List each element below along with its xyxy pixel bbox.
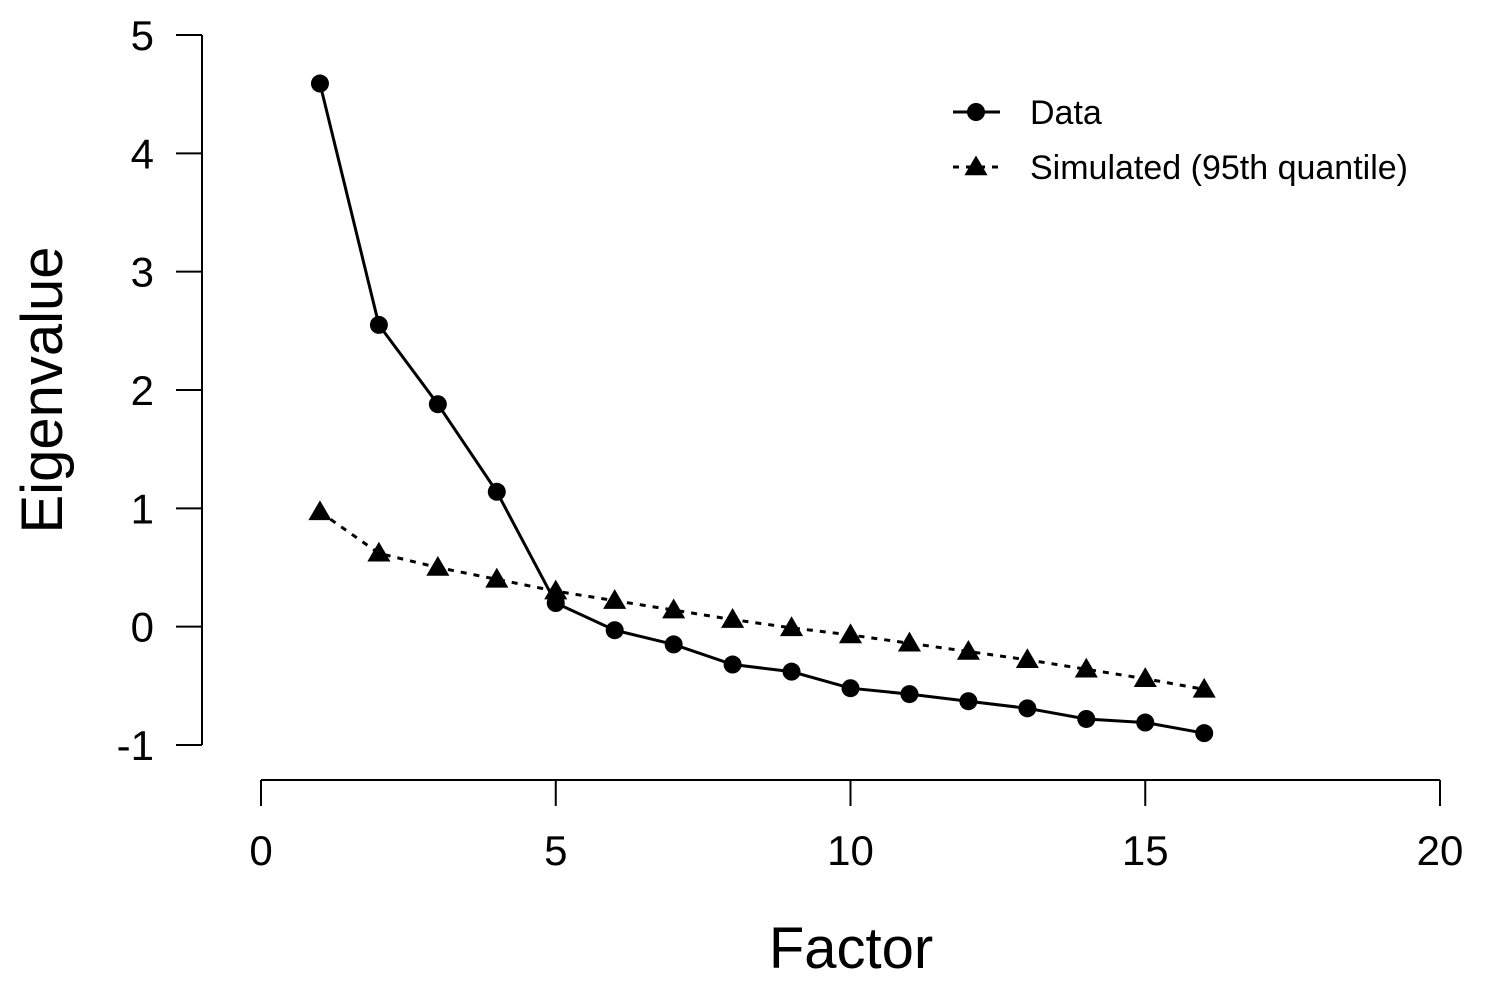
point-data — [782, 662, 801, 681]
y-axis-title: Eigenvalue — [10, 247, 75, 534]
legend-entry-simulated: Simulated (95th quantile) — [953, 149, 1408, 187]
point-data — [1195, 724, 1214, 743]
y-tick-label: 4 — [131, 130, 154, 177]
point-data — [310, 74, 329, 93]
series-simulated — [308, 500, 1216, 698]
point-data — [900, 685, 919, 704]
legend-marker-simulated — [964, 155, 988, 176]
x-tick-label: 5 — [544, 827, 567, 874]
y-tick-label: 0 — [131, 604, 154, 651]
point-simulated — [426, 555, 450, 576]
point-data — [959, 692, 978, 711]
point-simulated — [897, 631, 921, 652]
point-data — [428, 395, 447, 414]
point-simulated — [544, 579, 568, 600]
point-simulated — [1133, 667, 1157, 687]
point-simulated — [1192, 677, 1216, 698]
point-data — [1077, 709, 1096, 728]
y-tick-label: 5 — [131, 12, 154, 59]
point-data — [605, 621, 624, 640]
point-data — [841, 679, 860, 698]
point-data — [723, 655, 742, 674]
point-simulated — [662, 598, 686, 619]
series-layer — [308, 74, 1216, 743]
point-data — [1018, 699, 1037, 718]
legend: Data Simulated (95th quantile) — [953, 94, 1408, 187]
x-tick-label: 15 — [1122, 827, 1169, 874]
point-simulated — [721, 608, 745, 628]
x-tick-label: 20 — [1417, 827, 1464, 874]
x-tick-label: 0 — [249, 827, 272, 874]
legend-marker-data — [967, 103, 985, 121]
y-tick-label: 1 — [131, 485, 154, 532]
x-axis-title: Factor — [769, 916, 933, 981]
point-data — [664, 635, 683, 654]
y-tick-label: 2 — [131, 367, 154, 414]
y-tick-label: 3 — [131, 249, 154, 296]
point-simulated — [956, 639, 980, 660]
series-line-data — [318, 83, 1205, 735]
y-tick-label: -1 — [117, 722, 154, 769]
point-simulated — [1015, 648, 1039, 669]
series-data — [310, 74, 1214, 743]
legend-label-simulated: Simulated (95th quantile) — [1030, 149, 1408, 187]
x-axis: 0 5 10 15 20 — [249, 779, 1464, 874]
point-data — [1136, 713, 1155, 732]
point-data — [487, 482, 506, 501]
point-simulated — [485, 567, 509, 588]
legend-label-data: Data — [1030, 94, 1102, 132]
point-simulated — [603, 589, 627, 609]
x-tick-label: 10 — [827, 827, 874, 874]
point-simulated — [780, 616, 804, 637]
point-data — [369, 315, 388, 334]
y-axis: -1 0 1 2 3 4 5 — [117, 12, 203, 769]
point-simulated — [838, 623, 863, 644]
point-simulated — [367, 541, 391, 562]
point-simulated — [308, 500, 332, 521]
legend-entry-data: Data — [953, 94, 1102, 132]
point-simulated — [1074, 657, 1098, 678]
series-line-simulated — [319, 510, 1205, 691]
